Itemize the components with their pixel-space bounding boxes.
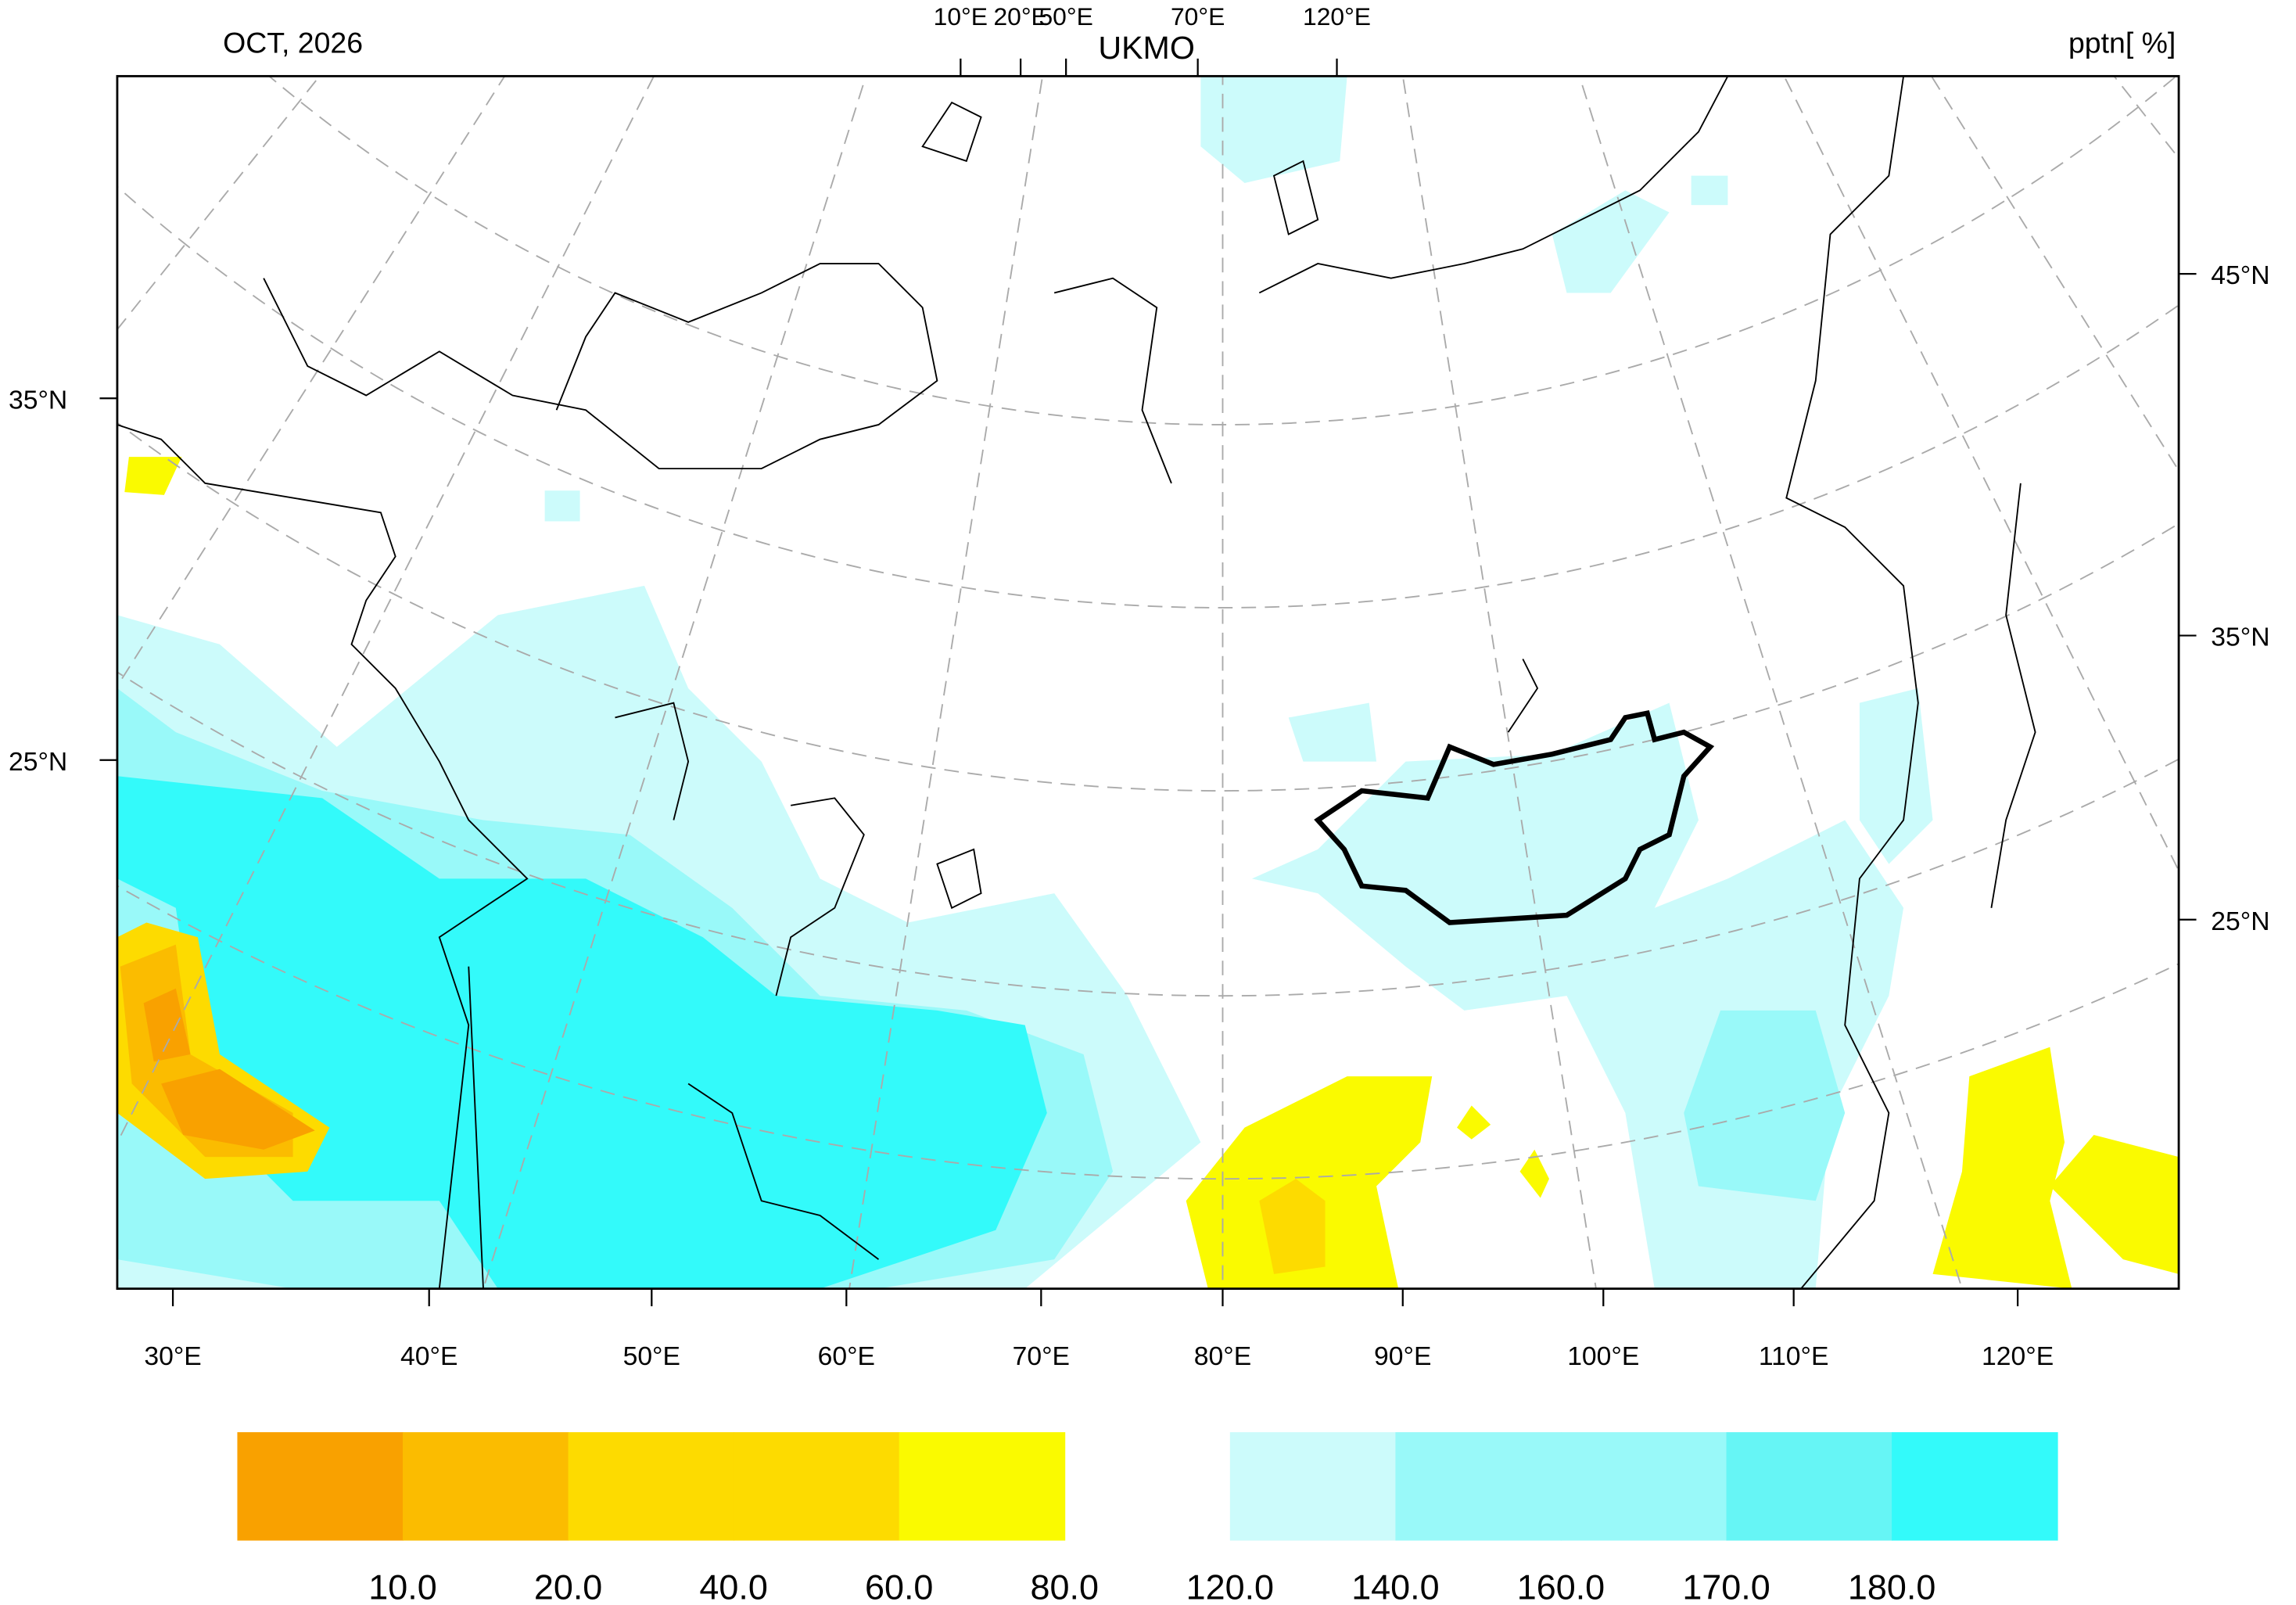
colorbar-label: 120.0	[1186, 1567, 1274, 1605]
colorbar-box	[1229, 1432, 1397, 1541]
bottom-tick-label: 60°E	[818, 1341, 875, 1371]
colorbar-label: 80.0	[1031, 1567, 1099, 1605]
unit-label: pptn[ %]	[2068, 26, 2176, 59]
colorbar-box	[1395, 1432, 1562, 1541]
bottom-tick-label: 110°E	[1759, 1341, 1829, 1371]
map-frame	[116, 74, 2180, 1290]
top-tick-label: 50°E	[1039, 2, 1092, 31]
colorbar-label: 170.0	[1682, 1567, 1770, 1605]
axis-labels: 10°E 20°E50°E 70°E 120°E35°N25°N45°N35°N25°…	[9, 2, 2270, 1371]
bottom-tick-label: 40°E	[400, 1341, 457, 1371]
top-tick-label: 70°E	[1171, 2, 1225, 31]
colorbar-box	[734, 1432, 900, 1541]
colorbar-box	[1892, 1432, 2058, 1541]
bottom-tick-label: 100°E	[1567, 1341, 1639, 1371]
colorbar-box	[237, 1432, 404, 1541]
graticule	[117, 76, 2179, 1289]
colorbar-box	[899, 1432, 1066, 1541]
right-tick-label: 25°N	[2211, 907, 2269, 936]
right-tick-label: 45°N	[2211, 260, 2269, 290]
bottom-tick-label: 80°E	[1194, 1341, 1251, 1371]
left-tick-label: 25°N	[9, 747, 67, 777]
colorbar-label: 20.0	[534, 1567, 602, 1605]
bottom-tick-label: 70°E	[1013, 1341, 1070, 1371]
colorbar-label: 60.0	[865, 1567, 933, 1605]
bright-cyan-field	[117, 776, 1047, 1289]
right-tick-label: 35°N	[2211, 623, 2269, 652]
colorbar-label: 160.0	[1517, 1567, 1605, 1605]
model-label: UKMO	[1098, 30, 1195, 66]
country-outline	[1314, 709, 1715, 925]
colorbar-label: 180.0	[1848, 1567, 1935, 1605]
colorbar-label: 10.0	[368, 1567, 436, 1605]
colorbar-box	[403, 1432, 569, 1541]
map-area	[117, 76, 2179, 1289]
colorbar-label: 40.0	[699, 1567, 767, 1605]
coastline	[117, 76, 2036, 1289]
top-tick-label: 120°E	[1303, 2, 1371, 31]
colorbar: 10.0 20.0 40.0 60.0 80.0 120.0 140.0 160.0 170.0…	[237, 1432, 2058, 1605]
yellow-field	[1186, 1047, 2179, 1289]
colorbar-box	[1560, 1432, 1727, 1541]
left-tick-label: 35°N	[9, 385, 67, 415]
bottom-tick-label: 120°E	[1982, 1341, 2054, 1371]
colorbar-label: 140.0	[1351, 1567, 1439, 1605]
colorbar-box	[568, 1432, 735, 1541]
bottom-tick-label: 30°E	[144, 1341, 201, 1371]
bottom-tick-label: 90°E	[1374, 1341, 1431, 1371]
orange-field	[117, 457, 330, 1180]
bottom-tick-label: 50°E	[623, 1341, 680, 1371]
date-label: OCT, 2026	[223, 26, 363, 59]
colorbar-box	[1726, 1432, 1893, 1541]
top-tick-label: 20°E	[993, 2, 1047, 31]
top-tick-label: 10°E	[934, 2, 988, 31]
